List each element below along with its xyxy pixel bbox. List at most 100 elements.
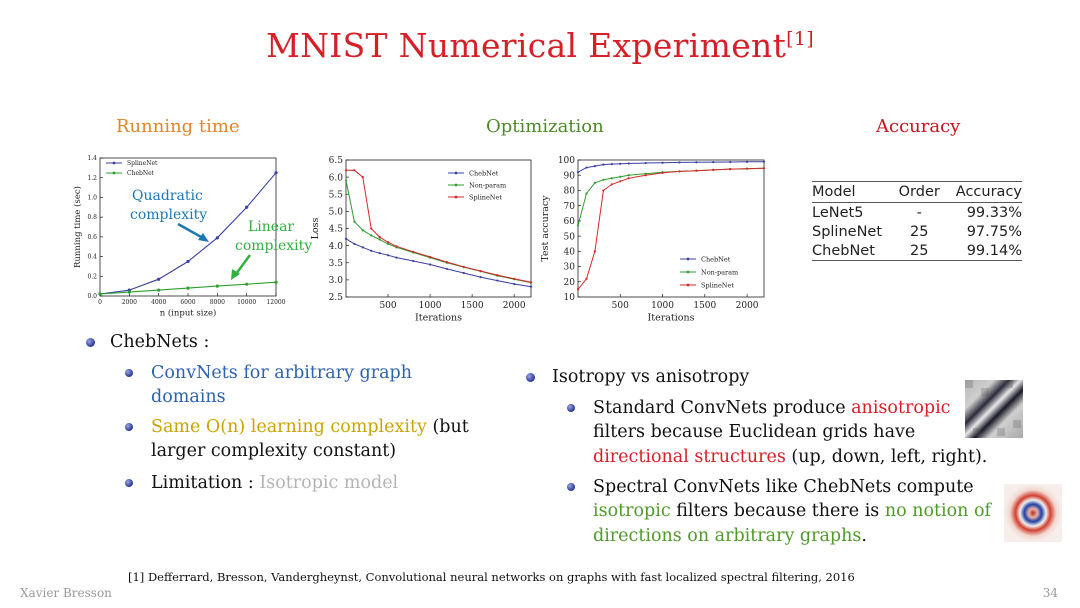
- data-point: [529, 285, 533, 288]
- legend-marker: [112, 171, 116, 175]
- y-axis-label: Loss: [310, 217, 321, 239]
- data-point: [529, 281, 533, 284]
- legend-label: SplineNet: [701, 281, 734, 289]
- bullet-icon: [567, 483, 575, 491]
- data-point: [378, 235, 381, 239]
- data-point: [644, 172, 647, 175]
- data-point: [695, 161, 698, 164]
- data-point: [378, 238, 381, 241]
- y-tick-label: 1.2: [87, 175, 97, 182]
- data-point: [602, 163, 605, 166]
- data-point: [576, 171, 580, 174]
- x-tick-label: 2000: [736, 301, 759, 311]
- data-point: [479, 269, 482, 273]
- data-point: [445, 260, 449, 264]
- accuracy-heading: Accuracy: [876, 116, 961, 137]
- quadratic-arrow: [177, 222, 204, 240]
- data-point: [729, 160, 732, 164]
- linear-annotation: complexity: [235, 238, 312, 254]
- table-row: SplineNet 25 97.75%: [812, 222, 1022, 241]
- data-point: [593, 250, 597, 253]
- data-point: [585, 192, 588, 195]
- data-point: [386, 241, 390, 244]
- x-axis-label: Iterations: [415, 313, 462, 324]
- data-point: [428, 263, 432, 266]
- x-tick-label: 0: [98, 299, 102, 306]
- bullet-text-line: isotropic filters because there is no no…: [593, 499, 991, 524]
- bullet-icon: [86, 338, 95, 347]
- data-point: [712, 161, 715, 164]
- isotropy-heading: Isotropy vs anisotropy: [552, 367, 750, 387]
- data-point: [386, 254, 390, 257]
- data-point: [644, 161, 647, 165]
- cell-order: 25: [894, 241, 944, 261]
- data-point: [157, 277, 161, 281]
- complexity-highlight: Same O(n) learning complexity: [151, 417, 427, 437]
- data-point: [395, 245, 398, 248]
- bullet-icon: [125, 369, 133, 377]
- data-point: [585, 277, 588, 280]
- text-span: (up, down, left, right).: [785, 447, 988, 467]
- data-point: [412, 250, 415, 253]
- data-point: [695, 169, 698, 172]
- legend-label: ChebNet: [701, 255, 731, 263]
- y-axis-label: Test accuracy: [540, 195, 551, 262]
- bullet-text-line: larger complexity constant): [151, 441, 397, 461]
- data-point: [361, 246, 364, 249]
- data-point: [610, 163, 613, 166]
- plot-frame: [577, 159, 765, 298]
- legend-marker: [454, 183, 458, 187]
- data-point: [496, 273, 499, 277]
- x-axis-label: n (input size): [160, 308, 217, 319]
- legend-marker: [112, 161, 116, 165]
- y-tick-label: 0.6: [87, 234, 97, 241]
- data-point: [157, 288, 161, 292]
- data-point: [627, 174, 630, 177]
- data-point: [729, 168, 732, 171]
- series-line: [345, 238, 532, 288]
- table-row: LeNet5 - 99.33%: [812, 203, 1022, 223]
- data-point: [602, 189, 605, 192]
- y-tick-label: 1.4: [87, 155, 97, 162]
- x-tick-label: 1000: [651, 301, 674, 311]
- data-point: [462, 265, 465, 268]
- x-axis-label: Iterations: [648, 313, 695, 324]
- data-point: [644, 174, 647, 177]
- accuracy-table: Model Order Accuracy LeNet5 - 99.33% Spl…: [812, 181, 1022, 261]
- no-notion-highlight: no notion of: [884, 501, 992, 521]
- bullet-icon: [526, 373, 535, 382]
- data-point: [479, 276, 482, 279]
- bullet-text-line: directions on arbitrary graphs.: [593, 524, 867, 549]
- data-point: [619, 162, 622, 165]
- y-tick-label: 4.0: [329, 242, 344, 252]
- data-point: [576, 224, 580, 227]
- test-accuracy-chart: 10 20 30 40 50 60 70 80 90 100 500 1000 1500 2000 Iter…: [540, 156, 766, 324]
- optimization-heading: Optimization: [486, 116, 604, 137]
- data-point: [678, 161, 681, 164]
- data-point: [245, 282, 249, 286]
- legend-label: SplineNet: [469, 193, 502, 201]
- cell-order: -: [916, 204, 922, 221]
- y-tick-label: 70: [564, 202, 576, 212]
- y-tick-label: 30: [564, 263, 576, 273]
- footer-author: Xavier Bresson: [20, 586, 112, 600]
- data-point: [593, 181, 597, 184]
- data-point: [344, 179, 348, 182]
- x-tick-label: 1500: [693, 301, 716, 311]
- y-tick-label: 80: [564, 187, 576, 197]
- y-tick-label: 0.0: [87, 293, 97, 300]
- data-point: [762, 160, 766, 163]
- y-tick-label: 40: [564, 247, 576, 257]
- linear-arrow: [234, 254, 252, 275]
- isotropic-highlight: isotropic: [593, 501, 671, 521]
- data-point: [712, 168, 715, 171]
- legend-marker: [454, 195, 458, 199]
- legend-marker: [686, 257, 690, 261]
- x-tick-label: 10000: [237, 299, 256, 306]
- data-point: [386, 242, 390, 246]
- x-tick-label: 4000: [151, 299, 166, 306]
- y-axis-label: Running time (sec): [72, 186, 83, 268]
- data-point: [378, 252, 381, 255]
- bullet-text-line: directional structures (up, down, left, …: [593, 445, 987, 470]
- data-point: [619, 175, 622, 178]
